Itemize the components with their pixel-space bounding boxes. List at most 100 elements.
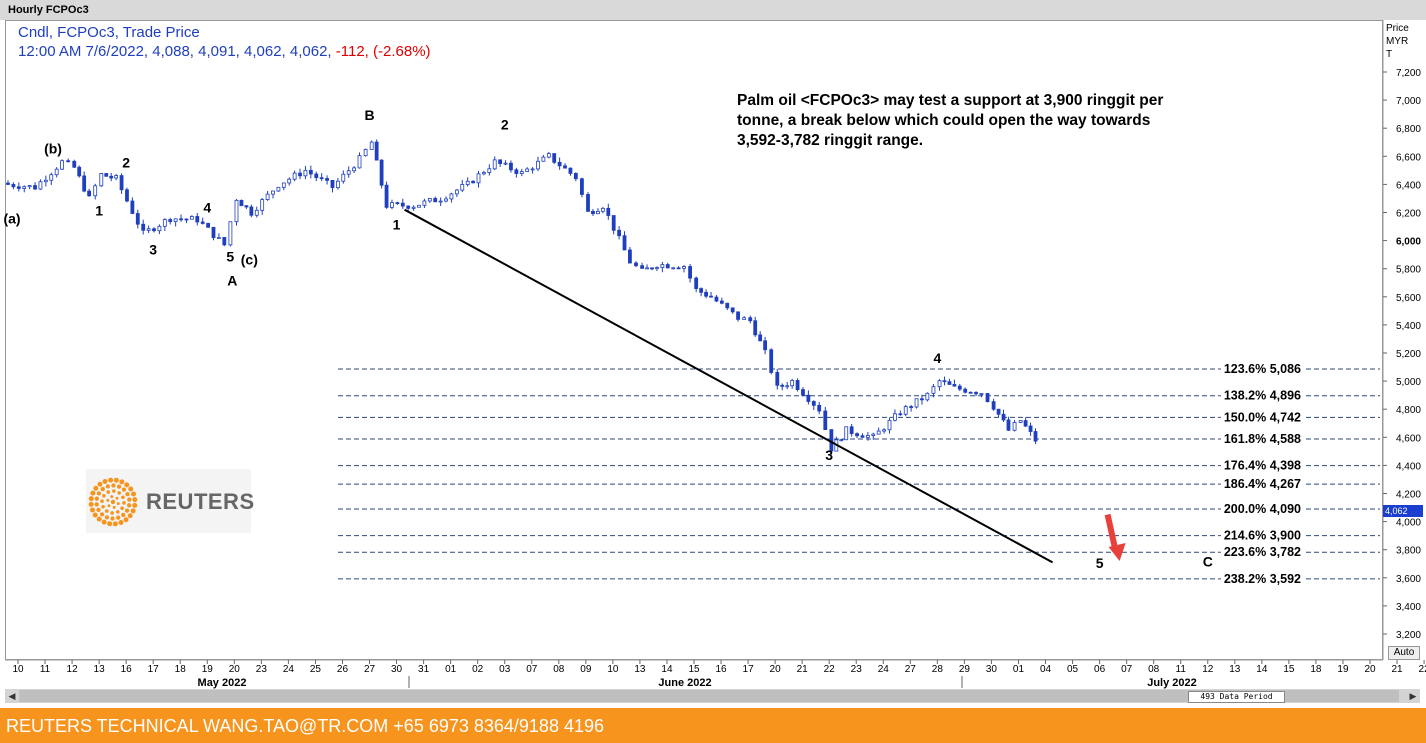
candle-body [379, 159, 384, 186]
auto-scale-button[interactable]: Auto [1388, 646, 1420, 660]
logo-dot [101, 504, 105, 509]
x-tick-label: 28 [932, 664, 944, 675]
candle-body [1023, 420, 1028, 427]
logo-dot [121, 495, 125, 500]
x-tick-label: 22 [824, 664, 836, 675]
month-label: June 2022 [658, 677, 711, 689]
fib-label: 238.2% 3,592 [1224, 572, 1301, 586]
candle-body [99, 173, 104, 187]
plot-area[interactable] [5, 20, 1383, 660]
candle-body [947, 381, 952, 385]
candle-body [996, 408, 1001, 415]
month-label: May 2022 [198, 677, 247, 689]
logo-dot [127, 513, 133, 519]
candle-body [914, 398, 919, 408]
scroll-thumb[interactable] [19, 690, 1399, 702]
reuters-logo: REUTERS [86, 469, 254, 533]
candle-body [865, 435, 870, 438]
candle-body [22, 186, 27, 189]
candle-body [628, 249, 632, 264]
fib-label: 161.8% 4,588 [1224, 432, 1301, 446]
logo-dot [132, 502, 138, 508]
logo-dot [118, 520, 124, 526]
chart-annotation: Palm oil <FCPOc3> may test a support at … [737, 92, 1164, 149]
x-tick-label: 13 [94, 664, 106, 675]
candle-body [66, 160, 71, 163]
candle-body [699, 288, 704, 293]
x-tick-label: 08 [1148, 664, 1160, 675]
x-tick-label: 12 [67, 664, 79, 675]
candle-body [775, 372, 780, 386]
wave-label: 5 [226, 249, 234, 265]
candle-body [146, 228, 151, 231]
x-tick-label: 18 [1310, 664, 1322, 675]
logo-dot [113, 477, 119, 483]
x-tick-label: 11 [40, 664, 51, 675]
candle-body [611, 215, 616, 231]
candle-body [449, 193, 454, 200]
candle-body [839, 439, 844, 442]
candle-body [395, 202, 400, 205]
candle-body [557, 161, 562, 167]
candle-body [487, 168, 492, 173]
candle-body [1006, 419, 1011, 431]
fib-label: 138.2% 4,896 [1224, 389, 1301, 403]
logo-dot [120, 506, 124, 511]
wave-label: B [364, 107, 374, 123]
x-tick-label: 24 [283, 664, 295, 675]
x-tick-label: 01 [445, 664, 457, 675]
wave-label: 4 [933, 350, 941, 366]
x-tick-label: 10 [607, 664, 619, 675]
candle-body [937, 380, 942, 388]
candle-body [141, 223, 146, 231]
month-label: July 2022 [1147, 677, 1197, 689]
candle-body [162, 219, 167, 227]
scroll-left-arrow-icon[interactable]: ◀ [8, 691, 16, 701]
candle-body [471, 180, 475, 184]
logo-dot [124, 508, 130, 513]
candle-body [546, 153, 551, 158]
candle-body [492, 159, 497, 170]
time-axis: 10 11 12 13 16 17 18 19 20 23 24 25 26 27 30 31 01 02 03 07… [5, 659, 1426, 689]
logo-dot [100, 499, 104, 503]
candle-body [871, 433, 876, 436]
candle-body [748, 317, 753, 322]
candle-body [898, 413, 903, 416]
horizontal-scrollbar[interactable]: ◀ ▶ [5, 689, 1420, 703]
candle-body [1018, 420, 1023, 423]
candle-body [1001, 413, 1006, 421]
y-tick-label: 4,600 [1396, 433, 1421, 444]
current-price-tag: 4,062 [1383, 505, 1423, 517]
candle-body [271, 190, 275, 195]
x-tick-label: 30 [391, 664, 403, 675]
logo-dot [127, 503, 132, 508]
candle-body [903, 406, 908, 415]
candle-body [454, 189, 459, 195]
x-tick-label: 22 [1419, 664, 1426, 675]
trendline [404, 208, 1054, 564]
candle-body [963, 388, 968, 393]
candle-body [573, 173, 578, 180]
scroll-right-arrow-icon[interactable]: ▶ [1409, 691, 1417, 701]
candle-body [200, 221, 205, 224]
candle-body [991, 401, 996, 410]
price-chart[interactable]: 123.6% 5,086 138.2% 4,896 150.0% 4,742 161.… [0, 0, 1426, 690]
logo-dot [124, 482, 130, 488]
wave-labels: (a) (b) 1 2 3 4 5 (c)A B 1 2 3 4 5 C [3, 107, 1212, 571]
y-tick-label: 4,800 [1396, 405, 1421, 416]
y-tick-label: 6,000 [1396, 237, 1421, 248]
wave-label: C [1203, 554, 1213, 570]
logo-dot [94, 496, 99, 501]
candle-body [400, 202, 405, 207]
candle-body [860, 435, 865, 438]
logo-dot [131, 491, 137, 497]
logo-dot [102, 493, 106, 498]
logo-dot [88, 501, 94, 507]
candle-body [173, 218, 178, 222]
x-tick-label: 20 [770, 664, 782, 675]
logo-dot [90, 490, 96, 496]
wave-label: 4 [203, 200, 211, 216]
x-tick-label: 14 [1256, 664, 1268, 675]
x-tick-label: 13 [1229, 664, 1241, 675]
logo-dot [115, 496, 119, 500]
